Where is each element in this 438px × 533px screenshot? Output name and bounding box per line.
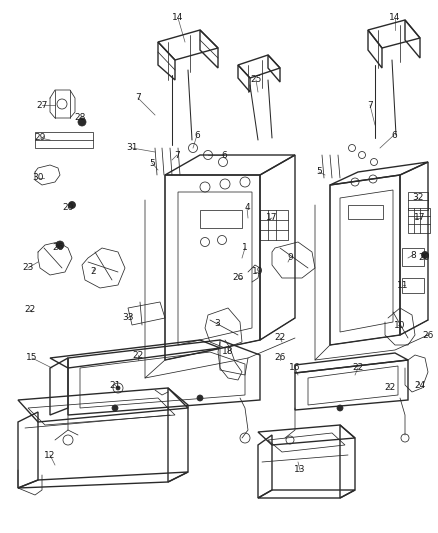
Text: 5: 5 xyxy=(316,167,322,176)
Bar xyxy=(348,205,383,219)
Text: 26: 26 xyxy=(52,244,64,253)
Text: 21: 21 xyxy=(110,381,121,390)
Text: 20: 20 xyxy=(418,254,430,262)
Text: 18: 18 xyxy=(222,348,234,357)
Text: 22: 22 xyxy=(385,384,396,392)
Bar xyxy=(35,132,93,148)
Text: 16: 16 xyxy=(289,364,301,373)
Text: 6: 6 xyxy=(221,150,227,159)
Text: 14: 14 xyxy=(172,13,184,22)
Circle shape xyxy=(78,118,86,126)
Text: 22: 22 xyxy=(274,334,286,343)
Circle shape xyxy=(68,201,75,208)
Text: 13: 13 xyxy=(294,465,306,474)
Text: 3: 3 xyxy=(214,319,220,327)
Text: 17: 17 xyxy=(266,214,278,222)
Bar xyxy=(408,208,430,233)
Text: 28: 28 xyxy=(74,114,86,123)
Text: 2: 2 xyxy=(90,266,96,276)
Text: 9: 9 xyxy=(287,254,293,262)
Text: 7: 7 xyxy=(174,150,180,159)
Circle shape xyxy=(337,405,343,411)
Text: 20: 20 xyxy=(62,204,74,213)
Text: 12: 12 xyxy=(44,450,56,459)
Text: 22: 22 xyxy=(25,305,35,314)
Text: 22: 22 xyxy=(132,351,144,359)
Circle shape xyxy=(112,405,118,411)
Bar xyxy=(402,278,424,293)
Text: 33: 33 xyxy=(122,313,134,322)
Circle shape xyxy=(116,386,120,390)
Text: 19: 19 xyxy=(252,268,264,277)
Text: 8: 8 xyxy=(410,251,416,260)
Text: 6: 6 xyxy=(194,131,200,140)
Text: 29: 29 xyxy=(34,133,46,142)
Text: 5: 5 xyxy=(149,158,155,167)
Text: 11: 11 xyxy=(397,280,409,289)
Text: 15: 15 xyxy=(26,353,38,362)
Text: 17: 17 xyxy=(414,214,426,222)
Text: 32: 32 xyxy=(412,193,424,203)
Text: 4: 4 xyxy=(244,204,250,213)
Text: 7: 7 xyxy=(135,93,141,102)
Text: 30: 30 xyxy=(32,174,44,182)
Text: 14: 14 xyxy=(389,13,401,22)
Text: 26: 26 xyxy=(274,353,286,362)
Text: 7: 7 xyxy=(367,101,373,109)
Text: 23: 23 xyxy=(22,263,34,272)
Text: 6: 6 xyxy=(391,131,397,140)
Bar xyxy=(200,210,242,228)
Text: 1: 1 xyxy=(242,244,248,253)
Text: 24: 24 xyxy=(414,381,426,390)
Text: 26: 26 xyxy=(422,330,434,340)
Circle shape xyxy=(197,395,203,401)
Text: 27: 27 xyxy=(36,101,48,109)
Bar xyxy=(408,192,428,210)
Text: 31: 31 xyxy=(126,143,138,152)
Text: 10: 10 xyxy=(394,320,406,329)
Bar xyxy=(260,210,288,240)
Circle shape xyxy=(56,241,64,249)
Text: 22: 22 xyxy=(353,364,364,373)
Circle shape xyxy=(421,252,428,259)
Text: 26: 26 xyxy=(232,273,244,282)
Bar xyxy=(402,248,424,266)
Text: 25: 25 xyxy=(250,76,261,85)
